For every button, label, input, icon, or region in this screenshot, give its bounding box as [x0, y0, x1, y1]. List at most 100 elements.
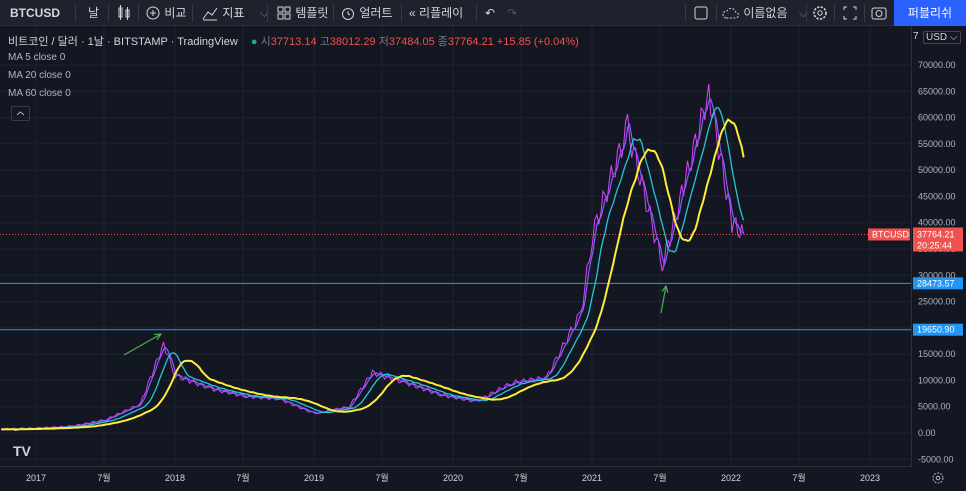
- undo-button[interactable]: ↶: [485, 0, 495, 26]
- price-tick-label: 0.00: [918, 428, 936, 438]
- toolbar-divider: [685, 4, 686, 22]
- price-tick-label: 60000.00: [918, 113, 956, 123]
- publish-button[interactable]: 퍼블리쉬: [894, 0, 966, 26]
- price-axis[interactable]: 70000.00 65000.00 60000.00 55000.00 50000.00…: [868, 60, 963, 464]
- redo-button[interactable]: ↷: [507, 0, 517, 26]
- alerts-button[interactable]: 얼러트: [340, 0, 392, 26]
- toolbar-divider: [401, 4, 402, 22]
- time-tick-label: 2019: [304, 473, 324, 483]
- currency-select[interactable]: USD ⌵: [923, 31, 961, 44]
- templates-label: 템플릿: [295, 6, 329, 20]
- time-tick-label: 7월: [653, 472, 666, 483]
- price-tick-label: 10000.00: [918, 375, 956, 385]
- price-tick-label: 50000.00: [918, 165, 956, 175]
- toolbar-divider: [267, 4, 268, 22]
- square-icon: [694, 6, 708, 20]
- symbol-title: 비트코인 / 달러 · 1날 · BITSTAMP · TradingView: [8, 36, 238, 48]
- compare-label: 비교: [164, 6, 187, 20]
- ma60-legend[interactable]: MA 60 close 0: [8, 88, 71, 99]
- hline-19650-label: 19650.90: [917, 325, 955, 335]
- ma20-line: [1, 106, 745, 431]
- toolbar-divider: [716, 4, 717, 22]
- replay-button[interactable]: « 리플레이: [409, 0, 463, 26]
- toolbar-divider: [864, 4, 865, 22]
- price-tick-label: 5000.00: [918, 402, 951, 412]
- price-line: [0, 83, 745, 431]
- chevron-down-icon: ⌵: [798, 6, 808, 20]
- open-value: 37713.14: [270, 36, 317, 48]
- currency-label: USD: [926, 32, 948, 43]
- layout-name-label: 이름없음: [743, 6, 788, 20]
- price-tick-label: 15000.00: [918, 349, 956, 359]
- high-value: 38012.29: [329, 36, 376, 48]
- toolbar-divider: [75, 4, 76, 22]
- chevron-down-icon: ⌵: [949, 32, 958, 43]
- snapshot-button[interactable]: [870, 0, 888, 26]
- collapse-legend-button[interactable]: [11, 106, 30, 121]
- ma20-legend[interactable]: MA 20 close 0: [8, 70, 71, 81]
- time-tick-label: 2020: [443, 473, 463, 483]
- toolbar-divider: [806, 4, 807, 22]
- compare-button[interactable]: 비교: [145, 0, 186, 26]
- ma5-line: [1, 98, 744, 431]
- price-chart[interactable]: 70000.00 65000.00 60000.00 55000.00 50000.00…: [0, 26, 966, 491]
- annotation-arrows: [123, 284, 669, 356]
- settings-button[interactable]: [811, 0, 829, 26]
- indicators-label: 지표: [222, 6, 245, 20]
- svg-text:TV: TV: [13, 443, 32, 459]
- time-tick-label: 7월: [236, 472, 249, 483]
- arrow-head: [153, 333, 163, 341]
- low-label: 저: [378, 36, 389, 48]
- toolbar-divider: [108, 4, 109, 22]
- high-label: 고: [319, 36, 330, 48]
- interval-button[interactable]: 날: [88, 6, 100, 20]
- cloud-icon: [722, 7, 739, 19]
- fullscreen-button[interactable]: [842, 0, 858, 26]
- toolbar-divider: [333, 4, 334, 22]
- chart-legend: 비트코인 / 달러 · 1날 · BITSTAMP · TradingView …: [8, 33, 579, 49]
- low-value: 37484.05: [388, 36, 435, 48]
- symbol-tag-bg: [868, 228, 910, 241]
- horizontal-lines: [0, 233, 912, 331]
- rewind-icon: «: [409, 6, 416, 20]
- top-toolbar: BTCUSD 날 비교 지표 ⌵ 템플릿 얼러트 « 리플레이 ↶ ↷ 이름없음…: [0, 0, 966, 26]
- countdown-label: 20:25:44: [917, 240, 952, 250]
- indicator-chart-icon: [202, 7, 218, 21]
- annotation-arrow[interactable]: [660, 285, 667, 314]
- fullscreen-layout-button[interactable]: [693, 0, 709, 26]
- hline-28473-label: 28473.57: [917, 278, 955, 288]
- toolbar-divider: [192, 4, 193, 22]
- ma5-legend[interactable]: MA 5 close 0: [8, 52, 66, 63]
- candle-style-button[interactable]: [117, 0, 131, 26]
- time-tick-label: 2022: [721, 473, 741, 483]
- price-tick-label: -5000.00: [918, 454, 954, 464]
- toolbar-divider: [834, 4, 835, 22]
- chevron-up-icon: [16, 111, 25, 116]
- time-axis[interactable]: 2017 7월 2018 7월 2019 7월 2020 7월 2021 7월 2022 7월 2023: [26, 472, 880, 483]
- price-tick-label: 55000.00: [918, 139, 956, 149]
- annotation-arrow[interactable]: [123, 333, 162, 356]
- time-tick-label: 7월: [792, 472, 805, 483]
- grid-icon: [277, 6, 291, 20]
- axis-settings-gear-icon[interactable]: [932, 472, 944, 484]
- price-tick-label: 45000.00: [918, 191, 956, 201]
- expand-icon: [843, 6, 857, 20]
- toolbar-divider: [138, 4, 139, 22]
- price-tick-label: 30000.00: [918, 270, 956, 280]
- time-tick-label: 7월: [97, 472, 110, 483]
- tradingview-logo: TV: [13, 443, 32, 459]
- page-count: 7: [913, 31, 919, 42]
- hline-price-tag: [913, 323, 963, 336]
- alarm-clock-icon: [342, 8, 354, 20]
- time-tick-label: 2017: [26, 473, 46, 483]
- last-price-tag-bg: [913, 227, 963, 252]
- price-tick-label: 70000.00: [918, 60, 956, 70]
- indicators-button[interactable]: 지표 ⌵: [201, 0, 269, 26]
- symbol-search-button[interactable]: BTCUSD: [10, 6, 60, 20]
- templates-button[interactable]: 템플릿: [276, 0, 328, 26]
- camera-icon: [871, 7, 887, 20]
- gear-icon: [813, 6, 827, 20]
- close-value: 37764.21: [447, 36, 494, 48]
- layout-name-button[interactable]: 이름없음 ⌵: [722, 0, 808, 26]
- open-label: 시: [260, 36, 271, 48]
